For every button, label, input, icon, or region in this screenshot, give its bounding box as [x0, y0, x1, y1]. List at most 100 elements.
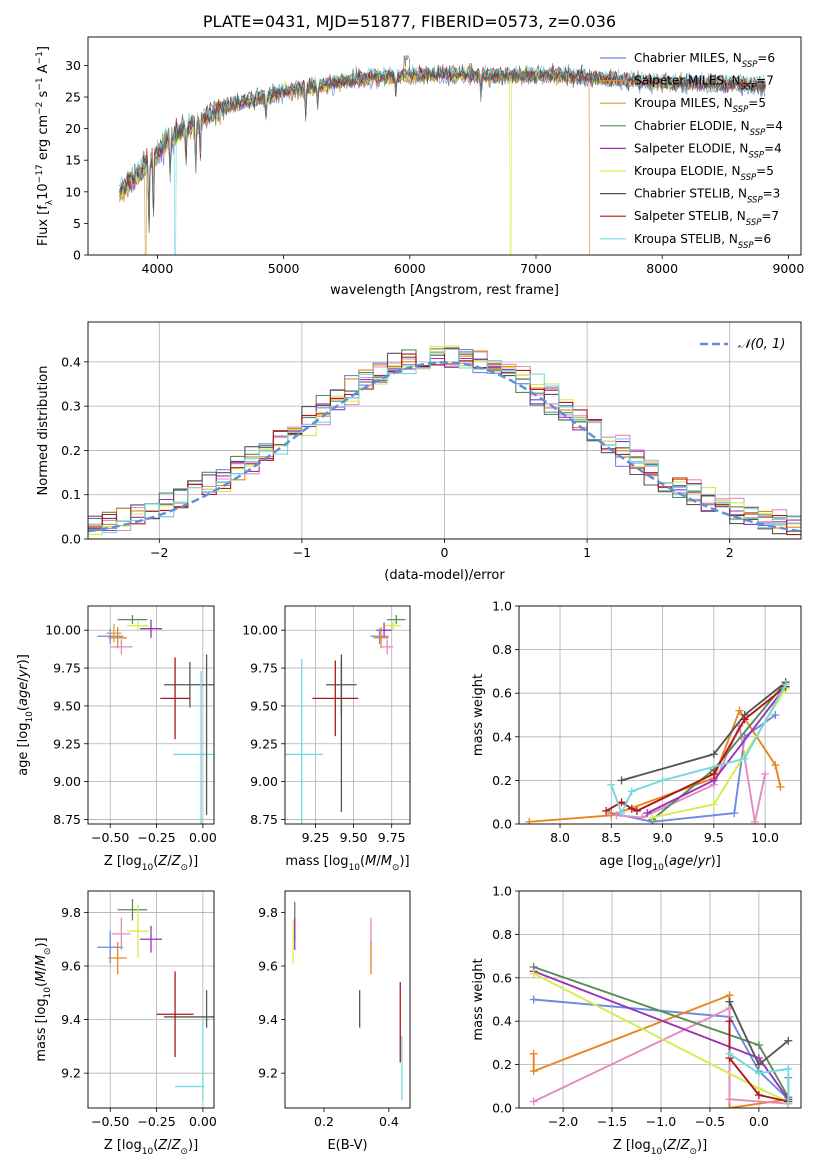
mass_vs_EBV-panel: 0.2 0.4 9.2 9.4 9.6 9.8 E(B-V)	[258, 890, 411, 1153]
x-axis-label: E(B-V)	[327, 1138, 367, 1153]
legend-text: Kroupa STELIB, N	[634, 232, 738, 246]
label-part: ]	[36, 46, 51, 51]
y-tick-label: 9.25	[250, 736, 278, 751]
y-tick-label: 9.4	[258, 1012, 278, 1027]
label-part: 10	[142, 863, 154, 873]
legend-label: Chabrier ELODIE, NSSP=4	[634, 119, 783, 138]
label-part: Z	[680, 1138, 691, 1153]
y-tick-label: 0.0	[61, 532, 81, 547]
errorbars	[97, 615, 214, 824]
legend-label: Chabrier MILES, NSSP=6	[634, 51, 775, 70]
x-tick-label: −2.0	[548, 1114, 578, 1129]
y-tick-label: 9.2	[61, 1066, 81, 1081]
legend-tail: =5	[756, 164, 774, 178]
y-tick-label: 1.0	[492, 884, 512, 899]
legend-text: Salpeter MILES, N	[634, 74, 741, 88]
y-tick-label: 9.00	[250, 774, 278, 789]
label-part: /	[167, 1138, 172, 1153]
errorbar-point	[376, 622, 392, 638]
axes-frame	[284, 890, 411, 1109]
label-part: (	[153, 854, 158, 869]
weight-series-line	[610, 684, 787, 816]
errorbar-point	[156, 971, 194, 1058]
label-part: 10	[349, 863, 361, 873]
x-axis-label: age [log10(age/yr)]	[599, 854, 721, 873]
label-part: /	[167, 854, 172, 869]
label-part: s	[36, 90, 51, 101]
legend-sub: SSP	[750, 128, 766, 138]
y-tick-label: 9.50	[250, 698, 278, 713]
errorbar-point	[117, 615, 148, 625]
y-tick-label: 9.00	[53, 774, 81, 789]
legend-sub: SSP	[733, 105, 749, 115]
legend-sub: SSP	[748, 150, 764, 160]
label-part: A	[36, 64, 51, 77]
label-part: )]	[188, 1138, 198, 1153]
x-tick-label: 1	[583, 545, 591, 560]
y-tick-label: 0.2	[492, 773, 512, 788]
label-part: age [log	[599, 854, 652, 869]
legend-label: Chabrier STELIB, NSSP=3	[634, 187, 780, 206]
label-part: /	[16, 677, 31, 682]
legend-tail: =7	[761, 209, 779, 223]
legend-sub: SSP	[741, 173, 757, 183]
x-tick-label: 10.0	[751, 830, 779, 845]
label-part: )]	[34, 937, 49, 947]
y-tick-label: 9.50	[53, 698, 81, 713]
weight-series-line	[621, 681, 787, 782]
x-tick-label: 8000	[646, 261, 678, 276]
label-part: 10	[36, 183, 51, 200]
y-tick-label: 20	[65, 121, 81, 136]
y-tick-label: 0.1	[61, 487, 81, 502]
label-part: age	[669, 854, 693, 869]
y-tick-label: 9.6	[258, 959, 278, 974]
label-part: Z [log	[104, 1138, 142, 1153]
legend-label: 𝒩(0, 1)	[738, 337, 785, 352]
legend-text: Chabrier ELODIE, N	[634, 119, 750, 133]
weight-series-line	[529, 708, 782, 823]
errorbar-point	[126, 621, 150, 631]
x-tick-label: −1	[293, 545, 311, 560]
label-part: erg cm	[36, 115, 51, 164]
label-part: )]	[16, 654, 31, 664]
weights_vs_Z-panel: −2.0 −1.5 −1.0 −0.5 0.0 0.0 0.2 0.4 0.6 0.8 1.0 Z […	[471, 884, 802, 1157]
y-tick-label: 25	[65, 90, 81, 105]
axes-frame	[284, 605, 411, 825]
legend-sub: SSP	[738, 241, 754, 251]
x-tick-label: 0.4	[379, 1114, 399, 1129]
label-part: (	[34, 982, 49, 987]
x-tick-label: 0.00	[189, 830, 217, 845]
label-part: M	[381, 854, 392, 869]
y-tick-label: 0.6	[492, 686, 512, 701]
legend-sub: SSP	[741, 83, 757, 93]
label-part: M	[34, 971, 49, 982]
x-tick-label: 5000	[268, 261, 300, 276]
x-tick-label: 8.0	[550, 830, 570, 845]
label-part: ⊙	[180, 1147, 188, 1157]
x-tick-label: 0.00	[189, 1114, 217, 1129]
label-part: M	[34, 955, 49, 966]
legend-label: Kroupa MILES, NSSP=5	[634, 96, 766, 115]
label-part: 10	[142, 1147, 154, 1157]
errorbar-point	[385, 621, 401, 631]
y-tick-label: 10	[65, 184, 81, 199]
label-part: age [log	[16, 723, 31, 776]
label-part: (	[662, 1138, 667, 1153]
label-part: /	[376, 854, 381, 869]
x-tick-label: −1.0	[646, 1114, 676, 1129]
y-tick-label: 5	[73, 216, 81, 231]
errorbar-point	[312, 660, 359, 737]
y-tick-label: 9.8	[61, 905, 81, 920]
x-axis-label: mass [log10(M/M⊙)]	[285, 854, 409, 873]
errorbar-point	[108, 627, 127, 649]
x-tick-label: 9000	[772, 261, 804, 276]
axes-frame	[87, 36, 802, 256]
x-tick-label: −2	[150, 545, 168, 560]
errorbar-point	[106, 624, 122, 643]
errorbar-point	[139, 619, 163, 638]
x-tick-label: 9.75	[378, 830, 406, 845]
legend-label: Salpeter STELIB, NSSP=7	[634, 209, 779, 228]
y-tick-label: 0.4	[492, 729, 512, 744]
y-tick-label: 9.25	[53, 736, 81, 751]
legend-tail: =7	[756, 74, 774, 88]
